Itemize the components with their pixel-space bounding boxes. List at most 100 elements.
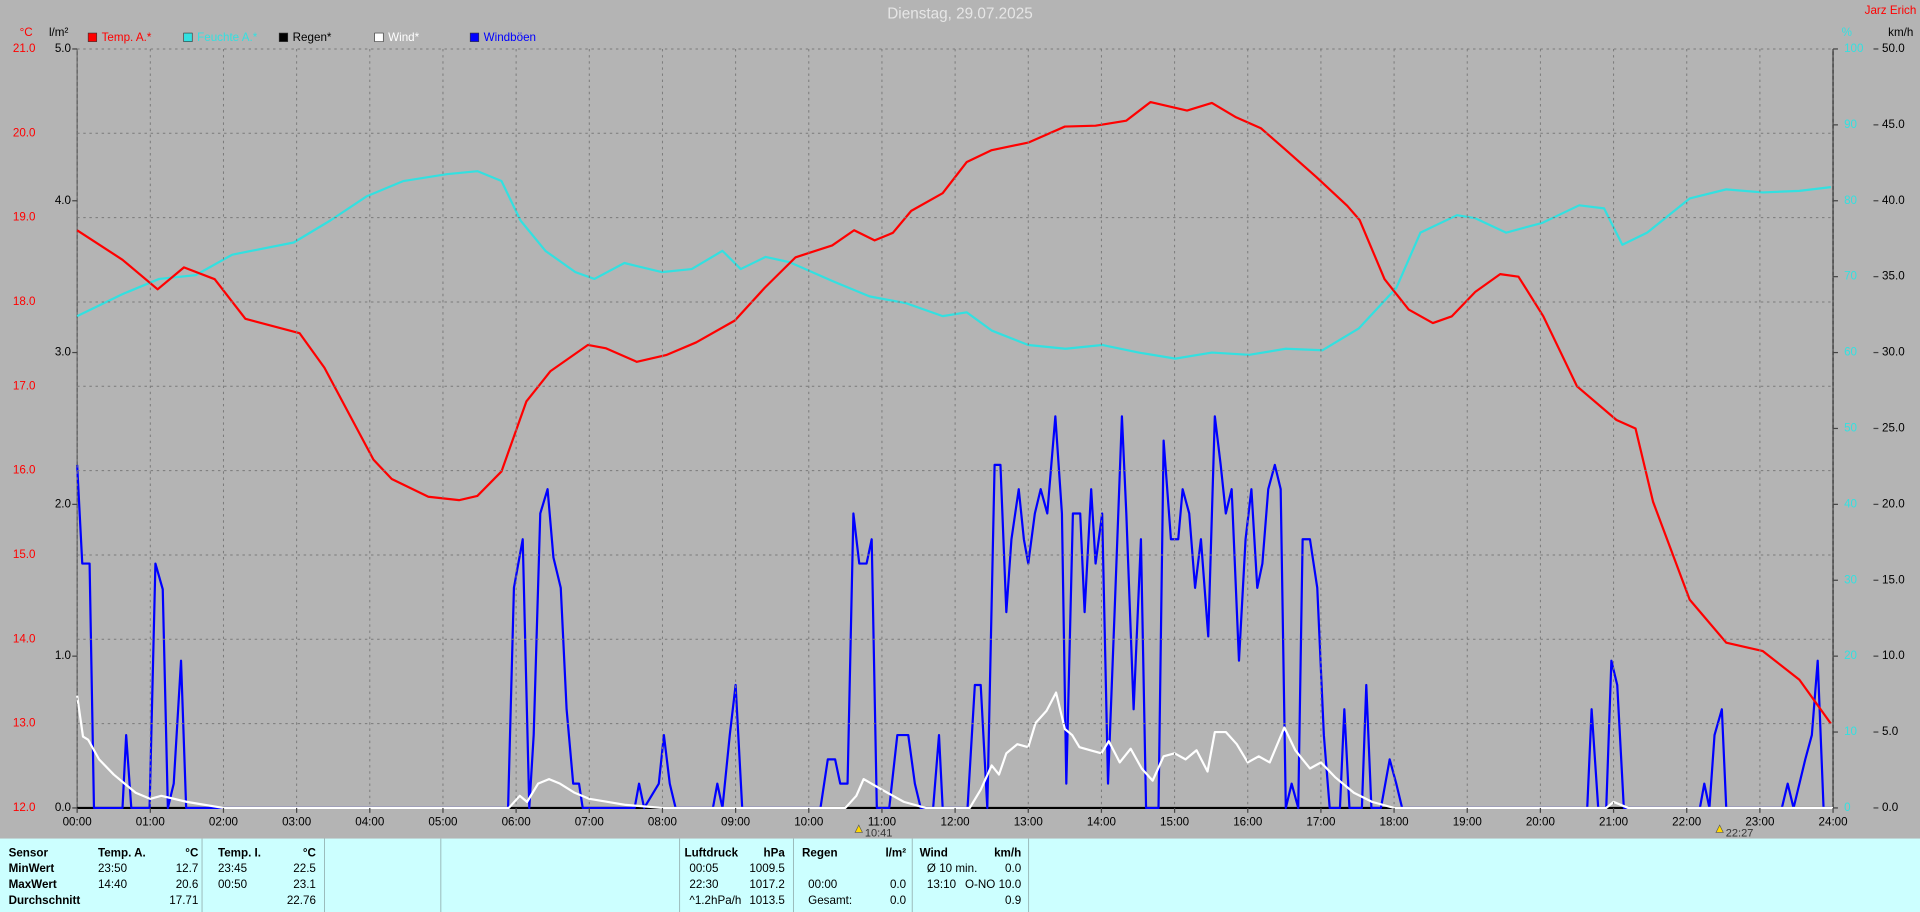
y-tick-label: 15.0 xyxy=(13,548,36,561)
y2-tick-label: 25.0 xyxy=(1882,422,1905,435)
table-unit: km/h xyxy=(994,846,1021,859)
y-tick-label: 14.0 xyxy=(13,632,36,645)
table-cell: 00:05 xyxy=(689,862,718,875)
series-line xyxy=(76,691,1834,810)
y-tick-label: 21.0 xyxy=(13,42,36,55)
x-tick-label: 01:00 xyxy=(136,816,166,829)
humidity-tick-label: 90 xyxy=(1844,118,1857,131)
x-tick-label: 16:00 xyxy=(1233,816,1263,829)
table-header: Regen xyxy=(802,846,838,859)
x-tick-label: 15:00 xyxy=(1160,816,1190,829)
y2-tick-label: 40.0 xyxy=(1882,194,1905,207)
x-tick-label: 21:00 xyxy=(1599,816,1629,829)
y2-tick-label: 0.0 xyxy=(1882,801,1899,814)
table-header: Luftdruck xyxy=(684,846,738,859)
x-tick-label: 02:00 xyxy=(209,816,239,829)
y2-tick-label: 30.0 xyxy=(1882,346,1905,359)
table-unit: °C xyxy=(185,846,199,859)
humidity-tick-label: 40 xyxy=(1844,497,1857,510)
table-cell: Ø 10 min. xyxy=(927,862,977,875)
table-cell: 13:10 xyxy=(927,878,957,891)
table-cell: 14:40 xyxy=(98,878,128,891)
x-tick-label: 24:00 xyxy=(1819,816,1849,829)
stats-table-background xyxy=(0,838,1920,912)
y-axis-unit: °C xyxy=(20,26,33,39)
station-name: Jarz Erich xyxy=(1865,4,1917,17)
table-cell: 12.7 xyxy=(176,862,199,875)
rain-tick-label: 3.0 xyxy=(55,346,72,359)
table-cell: 23:45 xyxy=(218,862,247,875)
x-tick-label: 05:00 xyxy=(428,816,458,829)
table-cell: 0.9 xyxy=(1005,894,1021,907)
humidity-tick-label: 70 xyxy=(1844,270,1857,283)
series-line xyxy=(76,100,1832,725)
humidity-tick-label: 10 xyxy=(1844,725,1857,738)
x-tick-label: 18:00 xyxy=(1380,816,1410,829)
table-cell: O-NO 10.0 xyxy=(965,878,1022,891)
table-cell: 22.5 xyxy=(293,862,316,875)
humidity-tick-label: 20 xyxy=(1844,649,1857,662)
legend-label: Windböen xyxy=(484,31,536,44)
legend-swatch xyxy=(87,32,98,42)
legend-swatch xyxy=(278,32,289,42)
table-lines xyxy=(201,838,1030,912)
x-tick-label: 23:00 xyxy=(1745,816,1775,829)
rain-tick-label: 5.0 xyxy=(55,42,72,55)
table-cell: 22:30 xyxy=(689,878,719,891)
humidity-axis-unit: % xyxy=(1842,26,1852,39)
legend-swatch xyxy=(374,32,384,42)
rain-tick-label: 1.0 xyxy=(55,649,72,662)
legend-swatch xyxy=(469,32,480,42)
legend-label: Wind* xyxy=(388,31,419,44)
humidity-tick-label: 80 xyxy=(1844,194,1857,207)
x-tick-label: 03:00 xyxy=(282,816,312,829)
x-tick-label: 11:00 xyxy=(868,816,897,829)
legend-label: Temp. A.* xyxy=(102,31,152,44)
table-cell: 22.76 xyxy=(287,894,316,907)
rain-tick-label: 0.0 xyxy=(55,801,72,814)
table-cell: Gesamt: xyxy=(808,894,852,907)
series-line xyxy=(76,415,1831,810)
y-tick-label: 18.0 xyxy=(13,295,36,308)
humidity-tick-label: 30 xyxy=(1844,573,1857,586)
x-tick-label: 08:00 xyxy=(648,816,678,829)
y-tick-label: 20.0 xyxy=(13,126,36,139)
x-tick-label: 17:00 xyxy=(1306,816,1336,829)
table-cell: 23.1 xyxy=(293,878,316,891)
table-cell: ^1.2hPa/h xyxy=(689,894,741,907)
x-tick-label: 00:00 xyxy=(63,816,93,829)
table-row-label: MaxWert xyxy=(9,878,57,891)
y2-axis-unit: km/h xyxy=(1888,26,1913,39)
table-cell: 0.0 xyxy=(890,894,907,907)
table-header: Temp. A. xyxy=(98,846,146,859)
x-tick-label: 10:00 xyxy=(794,816,824,829)
x-tick-label: 14:00 xyxy=(1087,816,1117,829)
humidity-tick-label: 100 xyxy=(1844,42,1864,55)
table-cell: 23:50 xyxy=(98,862,128,875)
y-tick-label: 19.0 xyxy=(13,211,36,224)
y-tick-label: 16.0 xyxy=(13,464,36,477)
table-cell: 1009.5 xyxy=(749,862,785,875)
y-tick-label: 13.0 xyxy=(13,717,36,730)
table-cell: 0.0 xyxy=(1005,862,1022,875)
legend-label: Regen* xyxy=(293,31,332,44)
annotation-icon xyxy=(854,824,863,833)
table-cell: 1017.2 xyxy=(749,878,785,891)
y2-tick-label: 5.0 xyxy=(1882,725,1899,738)
table-cell: 17.71 xyxy=(169,894,198,907)
table-unit: l/m² xyxy=(885,846,906,859)
x-tick-label: 06:00 xyxy=(502,816,532,829)
annotation-label: 10:41 xyxy=(865,828,893,840)
x-tick-label: 13:00 xyxy=(1014,816,1044,829)
humidity-tick-label: 0 xyxy=(1844,801,1851,814)
rain-tick-label: 4.0 xyxy=(55,194,72,207)
rain-axis-unit: l/m² xyxy=(49,26,68,39)
table-cell: 00:50 xyxy=(218,878,248,891)
y2-tick-label: 50.0 xyxy=(1882,42,1905,55)
table-cell: 0.0 xyxy=(890,878,907,891)
chart-title: Dienstag, 29.07.2025 xyxy=(887,6,1032,23)
annotation-label: 22:27 xyxy=(1726,828,1754,840)
